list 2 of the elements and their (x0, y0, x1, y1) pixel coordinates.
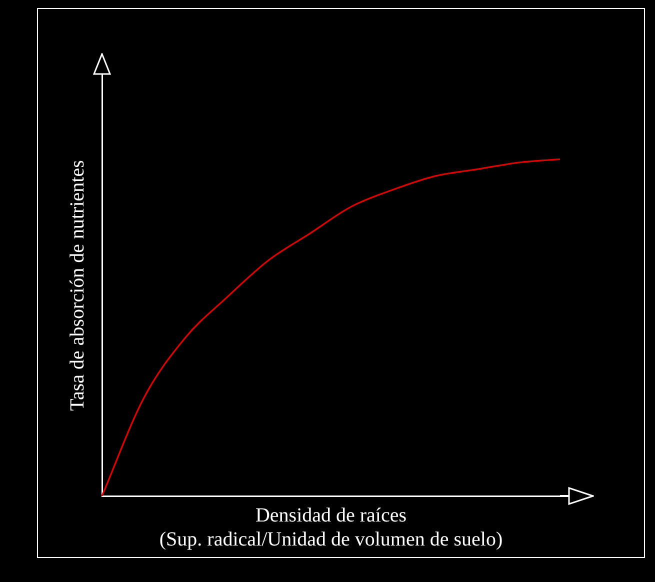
x-axis-title: Densidad de raíces (Sup. radical/Unidad de volumen de suelo) (159, 504, 503, 550)
y-axis-title: Tasa de absorción de nutrientes (66, 160, 88, 411)
